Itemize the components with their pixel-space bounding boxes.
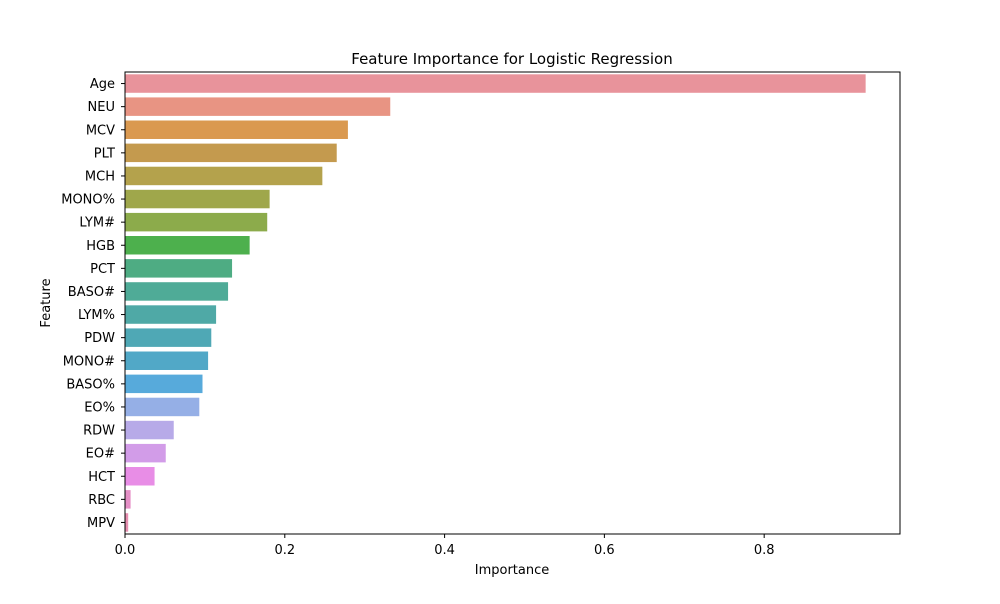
y-tick-label: RBC <box>88 493 115 508</box>
bar-plt <box>125 143 337 163</box>
bar-mono <box>125 189 270 209</box>
y-tick-label: NEU <box>88 100 115 115</box>
y-tick-label: EO# <box>86 447 115 462</box>
bar-hct <box>125 467 155 486</box>
y-axis-label: Feature <box>39 278 54 327</box>
bar-mpv <box>125 513 129 532</box>
bar-mcv <box>125 120 348 139</box>
plot-frame <box>124 71 901 535</box>
bar-rdw <box>125 420 174 440</box>
y-tick-label: Age <box>90 77 115 92</box>
y-tick-label: BASO# <box>68 285 115 300</box>
bar-mono <box>125 351 209 370</box>
bar-pct <box>125 259 233 278</box>
bar-mch <box>125 166 323 186</box>
y-tick-label: MCV <box>86 123 115 138</box>
y-tick-label: HCT <box>88 470 115 485</box>
bar-hgb <box>125 236 250 255</box>
chart-title: Feature Importance for Logistic Regressi… <box>351 50 672 68</box>
y-tick-label: RDW <box>83 424 115 439</box>
bar-pdw <box>125 328 212 347</box>
bar-eo <box>125 443 166 463</box>
x-axis-label: Importance <box>475 563 550 578</box>
bars-layer <box>125 74 866 532</box>
y-tick-label: PLT <box>94 146 115 161</box>
bar-baso <box>125 282 229 301</box>
x-tick-label: 0.6 <box>594 543 615 558</box>
x-ticks: 0.0 0.2 0.4 0.6 0.8 <box>115 534 775 558</box>
y-tick-label: MPV <box>87 516 115 531</box>
y-tick-label: LYM# <box>79 216 115 231</box>
y-tick-label: EO% <box>84 400 115 415</box>
y-tick-labels: Age NEU MCV PLT MCH MONO% LYM# HGB PCT BASO# LYM% P… <box>61 77 125 531</box>
bar-neu <box>125 97 391 116</box>
y-tick-label: HGB <box>86 239 115 254</box>
bar-baso <box>125 374 203 394</box>
y-tick-label: MONO% <box>61 193 115 208</box>
bar-lym <box>125 212 268 232</box>
x-tick-label: 0.0 <box>115 543 136 558</box>
bar-lym <box>125 305 217 324</box>
y-tick-label: PDW <box>84 331 115 346</box>
y-tick-label: PCT <box>90 262 115 277</box>
x-tick-label: 0.8 <box>754 543 775 558</box>
bar-age <box>125 74 866 93</box>
x-tick-label: 0.2 <box>274 543 295 558</box>
bar-eo <box>125 397 200 417</box>
y-tick-label: MONO# <box>63 354 115 369</box>
y-tick-label: MCH <box>85 169 115 184</box>
x-tick-label: 0.4 <box>434 543 455 558</box>
bar-rbc <box>125 490 131 509</box>
y-tick-label: LYM% <box>78 308 115 323</box>
y-tick-label: BASO% <box>66 377 115 392</box>
